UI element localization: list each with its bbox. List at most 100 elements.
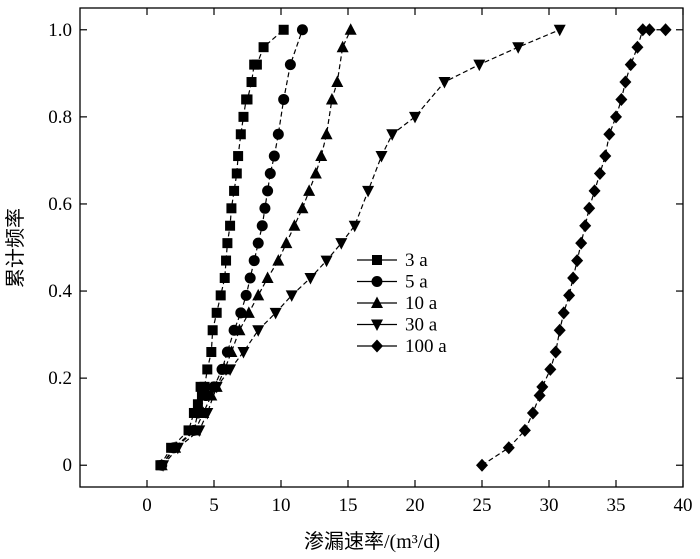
- data-point: [344, 23, 357, 35]
- data-point: [206, 347, 217, 358]
- data-point: [238, 111, 249, 122]
- series-4: [157, 24, 566, 472]
- data-point: [619, 75, 632, 89]
- series-line: [162, 29, 560, 466]
- data-point: [386, 129, 399, 141]
- data-point: [242, 94, 253, 105]
- data-point: [278, 93, 290, 105]
- data-point: [157, 460, 170, 472]
- data-point: [261, 271, 274, 283]
- data-point: [304, 272, 317, 285]
- data-point: [259, 202, 271, 214]
- y-tick-label: 0.6: [48, 194, 72, 215]
- data-point: [512, 42, 525, 54]
- data-point: [518, 423, 531, 437]
- data-point: [246, 77, 257, 88]
- data-point: [210, 381, 223, 394]
- data-point: [268, 150, 280, 162]
- data-point: [571, 254, 584, 268]
- data-point: [610, 110, 622, 124]
- data-point: [526, 406, 539, 420]
- data-point: [320, 127, 333, 140]
- data-point: [567, 271, 580, 285]
- data-point: [284, 59, 296, 71]
- data-point: [235, 129, 246, 140]
- data-point: [536, 380, 549, 394]
- data-point: [280, 236, 293, 249]
- data-point: [269, 307, 282, 320]
- series-layer: [155, 23, 672, 472]
- x-tick-label: 5: [209, 495, 219, 516]
- data-point: [615, 92, 628, 106]
- data-point: [272, 254, 285, 266]
- y-tick-label: 0.4: [48, 281, 72, 302]
- data-point: [272, 128, 284, 140]
- legend-marker: [371, 319, 383, 331]
- data-point: [207, 325, 218, 336]
- data-point: [320, 255, 333, 268]
- y-axis-label: 累计频率: [4, 208, 27, 288]
- data-point: [252, 237, 264, 249]
- data-point: [251, 59, 262, 70]
- data-point: [375, 151, 388, 163]
- data-point: [336, 40, 349, 53]
- x-tick-label: 40: [674, 495, 693, 516]
- data-point: [231, 168, 242, 179]
- data-point: [252, 325, 265, 337]
- x-tick-label: 30: [540, 495, 559, 516]
- data-point: [502, 441, 515, 455]
- data-point: [256, 220, 268, 232]
- series-line: [159, 29, 285, 466]
- data-point: [335, 238, 348, 250]
- data-point: [636, 23, 649, 37]
- data-point: [192, 399, 203, 410]
- legend-marker: [371, 296, 383, 308]
- data-point: [215, 290, 226, 301]
- data-point: [244, 272, 256, 284]
- data-point: [331, 75, 344, 88]
- data-point: [278, 24, 289, 35]
- data-point: [593, 166, 606, 180]
- data-point: [553, 24, 566, 37]
- data-point: [348, 220, 361, 233]
- legend-label: 100 a: [405, 336, 447, 357]
- series-5: [476, 23, 672, 472]
- legend-marker: [371, 276, 383, 287]
- data-point: [409, 111, 421, 124]
- data-point: [226, 203, 237, 214]
- data-point: [225, 345, 238, 358]
- y-tick-label: 0: [63, 455, 73, 476]
- data-point: [225, 220, 236, 231]
- legend-marker: [371, 339, 383, 353]
- x-axis: 0 5 10 15 20 25 30 35 40: [142, 8, 693, 516]
- data-point: [325, 92, 338, 105]
- data-point: [211, 307, 222, 318]
- plot-frame: [79, 7, 684, 488]
- data-point: [201, 407, 214, 420]
- data-point: [199, 381, 210, 392]
- data-point: [303, 184, 316, 196]
- legend-label: 3 a: [405, 250, 428, 271]
- data-point: [315, 149, 328, 162]
- data-point: [202, 364, 213, 375]
- data-point: [309, 166, 322, 179]
- data-point: [233, 323, 246, 336]
- series-1: [155, 24, 289, 471]
- series-line: [481, 29, 666, 466]
- legend-label: 30 a: [405, 315, 438, 336]
- data-point: [224, 364, 237, 376]
- data-point: [588, 184, 601, 198]
- y-tick-label: 0.2: [48, 368, 72, 389]
- data-point: [229, 185, 240, 196]
- data-point: [296, 201, 309, 214]
- data-point: [624, 58, 637, 72]
- x-tick-label: 0: [142, 495, 152, 516]
- data-point: [221, 255, 232, 266]
- data-point: [473, 59, 486, 72]
- data-point: [599, 149, 612, 163]
- data-point: [171, 442, 184, 455]
- data-point: [285, 290, 298, 302]
- data-point: [631, 40, 644, 54]
- data-point: [549, 345, 562, 359]
